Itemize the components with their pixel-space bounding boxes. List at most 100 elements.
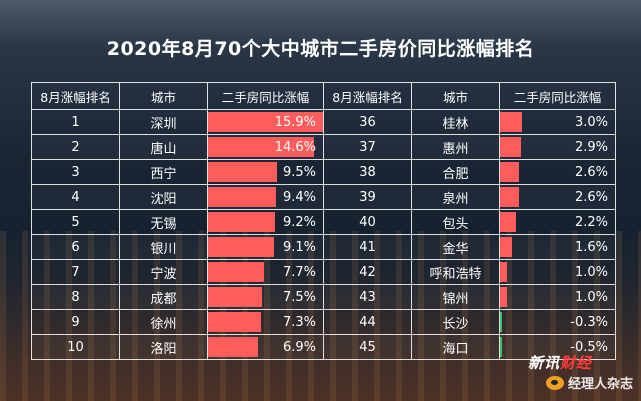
data-label: -0.3% (570, 314, 608, 330)
bar-mark (500, 162, 519, 182)
left-rank-cell: 2 (31, 134, 120, 160)
left-pct-cell: 7.7% (207, 259, 324, 285)
bar-mark (500, 287, 508, 307)
left-pct-cell: 9.2% (207, 209, 324, 235)
left-pct-cell: 15.9% (207, 109, 324, 135)
left-rank-cell: 1 (31, 109, 120, 135)
right-rank-cell: 36 (323, 109, 412, 135)
bar-mark (500, 262, 508, 282)
right-rank-cell: 38 (323, 159, 412, 185)
weibo-watermark: 经理人杂志 (546, 373, 633, 392)
data-label: 15.9% (274, 114, 316, 130)
ranking-table: 8月涨幅排名 城市 二手房同比涨幅 8月涨幅排名 城市 二手房同比涨幅 1 深圳 1… (31, 82, 616, 360)
left-rank-cell: 4 (31, 184, 120, 210)
left-city-cell: 无锡 (119, 209, 208, 235)
left-city-cell: 西宁 (119, 159, 208, 185)
left-city-cell: 宁波 (119, 259, 208, 285)
bar-mark (208, 212, 275, 232)
left-rank-cell: 9 (31, 309, 120, 335)
media-logo: 新讯财经 (528, 354, 593, 372)
header-city-right: 城市 (411, 82, 500, 110)
bar-mark (208, 237, 274, 257)
table-header-row: 8月涨幅排名 城市 二手房同比涨幅 8月涨幅排名 城市 二手房同比涨幅 (31, 82, 616, 110)
bar-mark (208, 262, 264, 282)
right-rank-cell: 41 (323, 234, 412, 260)
right-city-cell: 锦州 (411, 284, 500, 310)
left-rank-cell: 10 (31, 334, 120, 360)
header-rank-right: 8月涨幅排名 (323, 82, 412, 110)
data-label: 2.2% (574, 214, 608, 230)
bar-mark (208, 112, 323, 132)
right-city-cell: 合肥 (411, 159, 500, 185)
left-pct-cell: 9.4% (207, 184, 324, 210)
right-rank-cell: 42 (323, 259, 412, 285)
right-pct-cell: 2.9% (499, 134, 616, 160)
table-row: 7 宁波 7.7% 42 呼和浩特 1.0% (31, 259, 616, 285)
header-pct-right: 二手房同比涨幅 (499, 82, 616, 110)
table-row: 4 沈阳 9.4% 39 泉州 2.6% (31, 184, 616, 210)
table-row: 6 银川 9.1% 41 金华 1.6% (31, 234, 616, 260)
bar-mark (208, 287, 263, 307)
left-city-cell: 洛阳 (119, 334, 208, 360)
data-label: 7.7% (282, 264, 316, 280)
bar-mark (208, 187, 276, 207)
table-row: 10 洛阳 6.9% 45 海口 -0.5% (31, 334, 616, 360)
left-pct-cell: 6.9% (207, 334, 324, 360)
left-pct-cell: 9.5% (207, 159, 324, 185)
left-pct-cell: 9.1% (207, 234, 324, 260)
left-city-cell: 成都 (119, 284, 208, 310)
left-city-cell: 深圳 (119, 109, 208, 135)
right-pct-cell: -0.3% (499, 309, 616, 335)
right-rank-cell: 43 (323, 284, 412, 310)
header-city-left: 城市 (119, 82, 208, 110)
watermark-text: 经理人杂志 (568, 377, 634, 392)
bar-mark (500, 137, 521, 157)
right-city-cell: 呼和浩特 (411, 259, 500, 285)
left-pct-cell: 14.6% (207, 134, 324, 160)
bar-mark (208, 162, 277, 182)
bar-mark (500, 112, 522, 132)
left-pct-cell: 7.3% (207, 309, 324, 335)
page-title: 2020年8月70个大中城市二手房价同比涨幅排名 (106, 38, 535, 60)
header-pct-left: 二手房同比涨幅 (207, 82, 324, 110)
data-label: 2.9% (574, 139, 608, 155)
left-rank-cell: 5 (31, 209, 120, 235)
table-row: 2 唐山 14.6% 37 惠州 2.9% (31, 134, 616, 160)
data-label: 2.6% (574, 164, 608, 180)
bar-mark (208, 337, 258, 357)
weibo-icon (546, 375, 564, 390)
right-pct-cell: -0.5% (499, 334, 616, 360)
right-city-cell: 桂林 (411, 109, 500, 135)
right-rank-cell: 40 (323, 209, 412, 235)
right-pct-cell: 2.2% (499, 209, 616, 235)
bar-mark (500, 187, 519, 207)
header-rank-left: 8月涨幅排名 (31, 82, 120, 110)
bar-mark (500, 237, 512, 257)
bar-mark (500, 212, 516, 232)
right-rank-cell: 37 (323, 134, 412, 160)
right-rank-cell: 44 (323, 309, 412, 335)
right-rank-cell: 39 (323, 184, 412, 210)
data-label: 9.4% (282, 189, 316, 205)
bar-mark (208, 312, 261, 332)
left-rank-cell: 6 (31, 234, 120, 260)
right-pct-cell: 1.6% (499, 234, 616, 260)
data-label: 7.3% (282, 314, 316, 330)
right-pct-cell: 3.0% (499, 109, 616, 135)
right-city-cell: 泉州 (411, 184, 500, 210)
table-row: 8 成都 7.5% 43 锦州 1.0% (31, 284, 616, 310)
right-pct-cell: 2.6% (499, 184, 616, 210)
left-city-cell: 银川 (119, 234, 208, 260)
left-pct-cell: 7.5% (207, 284, 324, 310)
left-city-cell: 唐山 (119, 134, 208, 160)
left-rank-cell: 7 (31, 259, 120, 285)
data-label: 1.0% (574, 264, 608, 280)
data-label: 6.9% (282, 339, 316, 355)
data-label: 2.6% (574, 189, 608, 205)
table-row: 1 深圳 15.9% 36 桂林 3.0% (31, 109, 616, 135)
data-label: -0.5% (570, 339, 608, 355)
data-label: 3.0% (574, 114, 608, 130)
data-label: 9.2% (282, 214, 316, 230)
right-rank-cell: 45 (323, 334, 412, 360)
bar-mark (500, 312, 503, 332)
